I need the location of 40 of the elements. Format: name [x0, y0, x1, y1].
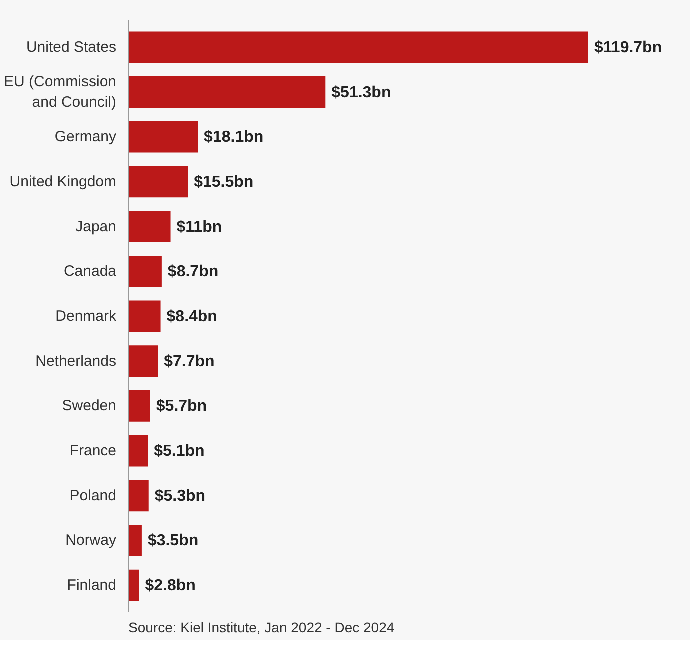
- y-tick-label: France: [70, 442, 117, 460]
- bar: [128, 256, 162, 288]
- bar: [128, 32, 588, 64]
- bar: [128, 525, 142, 556]
- data-label: $7.7bn: [164, 353, 215, 370]
- data-label: $5.3bn: [154, 488, 206, 505]
- bar: [128, 121, 198, 153]
- y-tick-label: Norway: [66, 532, 117, 550]
- source-note: Source: Kiel Institute, Jan 2022 - Dec 2024: [128, 620, 395, 636]
- data-label: $2.8bn: [145, 578, 196, 595]
- data-label: $15.5bn: [194, 174, 254, 191]
- data-label: $8.4bn: [166, 308, 218, 326]
- bar: [128, 300, 161, 332]
- data-label: $11bn: [176, 218, 222, 236]
- y-tick-label: Canada: [64, 263, 118, 280]
- bar: [128, 346, 158, 378]
- data-label: $5.1bn: [154, 443, 205, 460]
- y-tick-label: United States: [26, 38, 117, 56]
- bar: [128, 211, 171, 242]
- bar: [128, 480, 149, 512]
- data-label: $18.1bn: [204, 129, 264, 146]
- y-tick-label: Sweden: [62, 398, 117, 415]
- y-tick-label: Poland: [70, 487, 117, 504]
- y-tick-label: Netherlands: [36, 352, 117, 370]
- bar: [128, 166, 188, 198]
- y-tick-label: Japan: [76, 218, 117, 236]
- data-label: $8.7bn: [168, 264, 219, 281]
- y-tick-label: Denmark: [56, 308, 117, 325]
- data-label: $119.7bn: [594, 39, 662, 56]
- y-tick-label: United Kingdom: [10, 173, 117, 190]
- bar: [128, 390, 150, 422]
- data-label: $51.3bn: [332, 84, 392, 102]
- bar: [128, 76, 326, 108]
- data-label: $5.7bn: [156, 398, 208, 416]
- bar: [128, 570, 140, 602]
- y-tick-label: Germany: [54, 128, 117, 146]
- y-tick-label: EU (Commission and Council): [4, 74, 117, 111]
- y-tick-label: Finland: [67, 577, 117, 594]
- data-label: $3.5bn: [148, 532, 199, 550]
- bar: [128, 435, 148, 467]
